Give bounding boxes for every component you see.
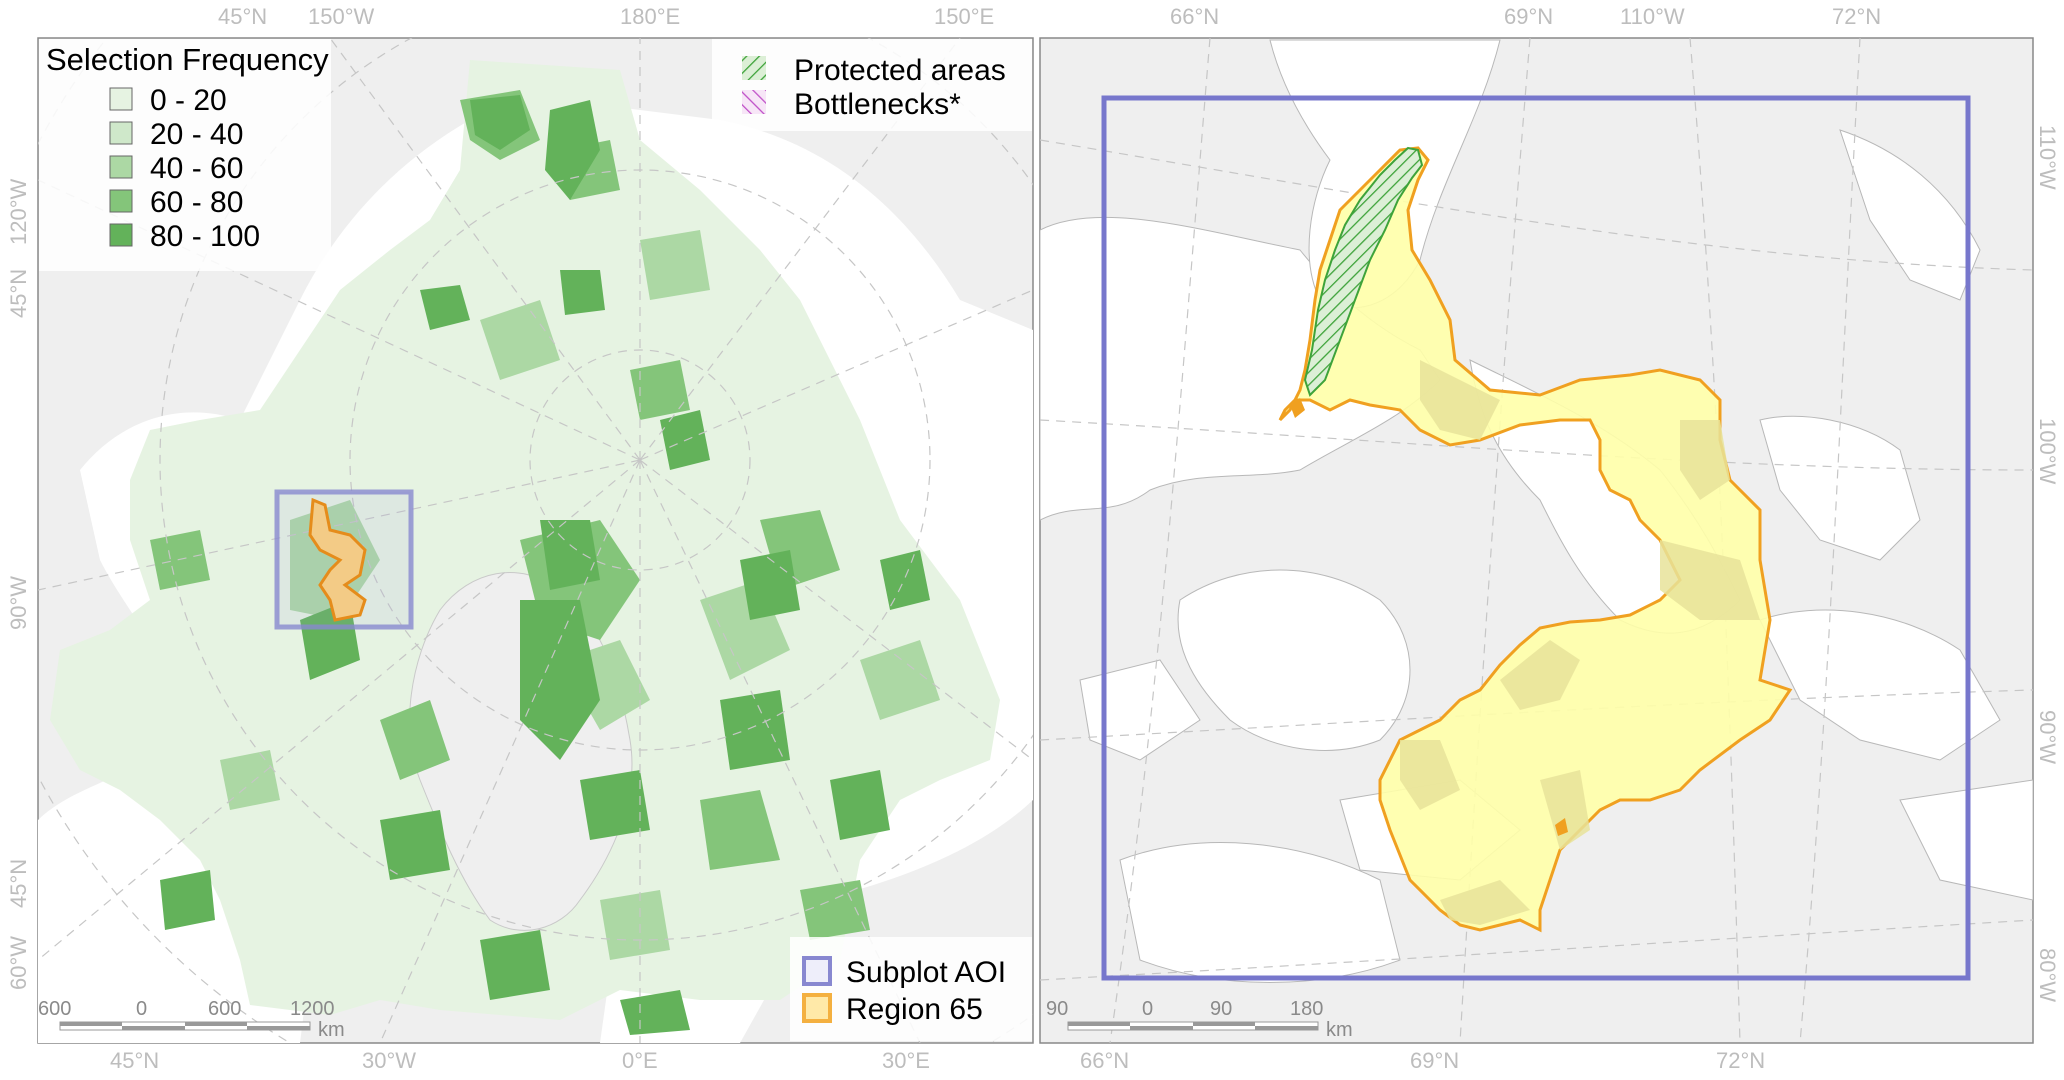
right-top-label-2: 69°N [1504, 4, 1553, 29]
right-side-label-1: 110°W [2035, 125, 2060, 190]
right-map: 90 0 90 180 km 66°N 69°N 110°W 72°N 110°… [1039, 4, 2060, 1073]
legend-frequency-title: Selection Frequency [46, 42, 329, 77]
left-top-label-2: 150°W [308, 4, 375, 29]
right-subplot-aoi [1101, 95, 1971, 981]
legend-swatch-20-40 [109, 121, 133, 145]
right-scale-tick-1: 90 [1046, 998, 1068, 1020]
legend-swatch-40-60 [109, 155, 133, 179]
legend-swatch-60-80 [109, 189, 133, 213]
frequency-80-100 [160, 95, 930, 1035]
right-bottom-label-3: 72°N [1716, 1048, 1765, 1073]
right-side-label-2: 100°W [2035, 418, 2060, 485]
left-map: Selection Frequency 0 - 20 20 - 40 40 - … [6, 4, 1034, 1073]
legend-frequency-bg [39, 39, 331, 271]
right-top-label-4: 72°N [1832, 4, 1881, 29]
right-region-overlap [1400, 360, 1760, 925]
right-scale-tick-4: 180 [1290, 998, 1323, 1020]
right-scale-unit: km [1326, 1019, 1353, 1041]
left-grid-labels: 45°N 150°W 180°E 150°E 120°W 45°N 90°W 4… [6, 4, 994, 1073]
left-side-label-4: 45°N [6, 859, 31, 908]
legend-aoi-region: Subplot AOI Region 65 [790, 937, 1032, 1041]
left-graticule [38, 38, 1033, 1043]
left-bottom-label-3: 0°E [622, 1048, 658, 1073]
legend-label-protected: Protected areas [794, 54, 1006, 87]
right-scale-tick-3: 90 [1210, 998, 1232, 1020]
left-bottom-label-2: 30°W [362, 1048, 416, 1073]
right-bottom-label-1: 66°N [1080, 1048, 1129, 1073]
legend-aoi-bg [790, 937, 1032, 1041]
left-top-label-4: 150°E [934, 4, 994, 29]
left-top-label-3: 180°E [620, 4, 680, 29]
legend-swatch-subplot-aoi [802, 956, 832, 986]
legend-label-20-40: 20 - 40 [150, 118, 243, 151]
left-side-label-2: 45°N [6, 269, 31, 318]
legend-label-80-100: 80 - 100 [150, 220, 260, 253]
left-subplot-aoi [274, 489, 414, 630]
legend-label-0-20: 0 - 20 [150, 84, 227, 117]
left-bottom-label-4: 30°E [882, 1048, 930, 1073]
right-top-label-3: 110°W [1620, 4, 1685, 29]
right-scale-tick-2: 0 [1142, 998, 1153, 1020]
left-scale-unit: km [318, 1019, 345, 1041]
legend-swatch-0-20 [109, 87, 133, 111]
right-scale-bar: 90 0 90 180 km [1046, 998, 1353, 1041]
left-scale-tick-3: 600 [208, 998, 241, 1020]
left-region-65 [308, 497, 367, 622]
right-side-label-3: 90°W [2035, 710, 2060, 764]
legend-label-region-65: Region 65 [846, 993, 983, 1026]
legend-areas-bg [712, 39, 1032, 131]
right-region-specks [1290, 398, 1568, 836]
left-side-label-1: 120°W [6, 178, 31, 245]
legend-swatch-protected [742, 56, 766, 80]
legend-selection-frequency: Selection Frequency 0 - 20 20 - 40 40 - … [39, 39, 331, 271]
legend-label-40-60: 40 - 60 [150, 152, 243, 185]
left-scale-bar: 600 0 600 1200 km [38, 998, 345, 1041]
left-bottom-label-1: 45°N [110, 1048, 159, 1073]
left-side-label-3: 90°W [6, 576, 31, 630]
right-grid-labels: 66°N 69°N 110°W 72°N 110°W 100°W 90°W 80… [1080, 4, 2060, 1073]
legend-label-subplot-aoi: Subplot AOI [846, 956, 1006, 989]
left-scale-tick-2: 0 [136, 998, 147, 1020]
left-scale-tick-4: 1200 [290, 998, 335, 1020]
left-scale-tick-1: 600 [38, 998, 71, 1020]
legend-label-60-80: 60 - 80 [150, 186, 243, 219]
right-graticule [1040, 38, 2033, 1043]
left-side-label-5: 60°W [6, 936, 31, 990]
right-side-label-4: 80°W [2035, 948, 2060, 1002]
right-top-label-1: 66°N [1170, 4, 1219, 29]
right-bottom-label-2: 69°N [1410, 1048, 1459, 1073]
left-top-label-1: 45°N [218, 4, 267, 29]
legend-swatch-80-100 [109, 223, 133, 247]
legend-swatch-region-65 [802, 993, 832, 1023]
legend-protected-bottlenecks: Protected areas Bottlenecks* [712, 39, 1032, 131]
legend-label-bottlenecks: Bottlenecks* [794, 88, 961, 121]
right-protected-area [1303, 146, 1424, 397]
legend-swatch-bottlenecks [742, 90, 766, 114]
